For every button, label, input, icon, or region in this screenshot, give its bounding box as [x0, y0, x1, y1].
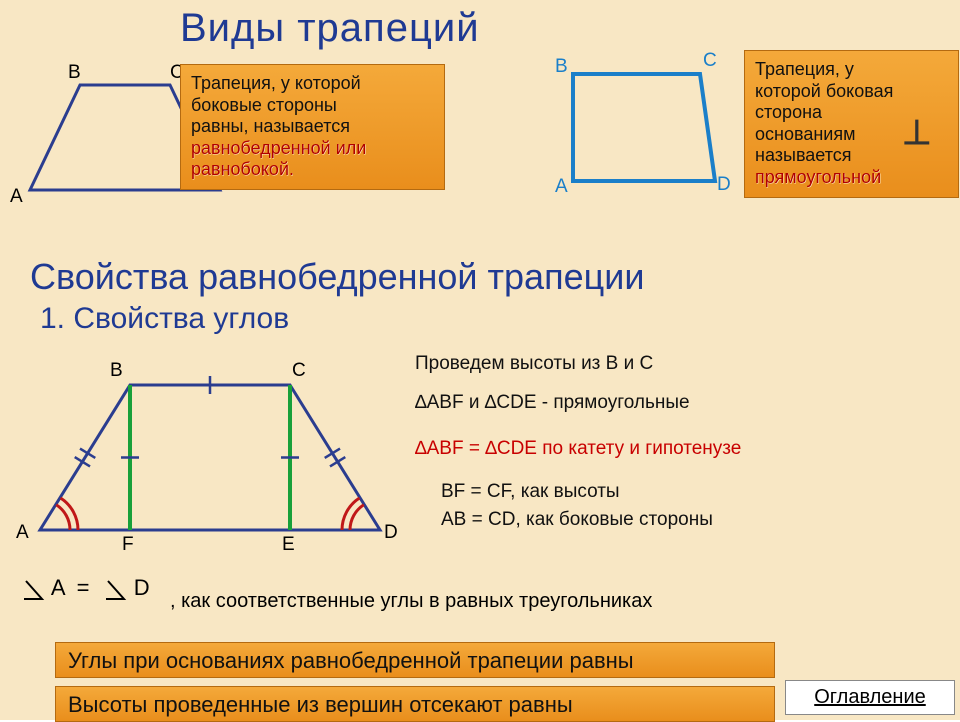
proof-line-5: AB = CD, как боковые стороны: [441, 506, 741, 535]
label-A2: A: [555, 176, 568, 198]
label-B2: B: [555, 56, 568, 78]
proof-line-2: ∆ABF и ∆CDE - прямоугольные: [415, 389, 741, 418]
figure-proof-trapezoid: A B C D F E: [10, 350, 420, 560]
label-A: A: [10, 186, 23, 208]
box-right-line2: которой боковая: [755, 81, 893, 101]
angle-equality-statement: A = D: [20, 575, 150, 603]
proof-text-block: Проведем высоты из В и С ∆ABF и ∆CDE - п…: [415, 350, 741, 535]
pf-A: A: [16, 522, 29, 544]
section-title: Свойства равнобедренной трапеции: [30, 256, 644, 298]
box-right-line1: Трапеция, у: [755, 59, 854, 79]
label-C2: C: [703, 50, 717, 72]
conclusion-box-1: Углы при основаниях равнобедренной трапе…: [55, 642, 775, 678]
proof-svg: [10, 350, 420, 565]
pf-F: F: [122, 534, 134, 556]
toc-button[interactable]: Оглавление: [785, 680, 955, 715]
right-svg: [555, 56, 735, 196]
angle-right: D: [134, 575, 150, 600]
label-D2: D: [717, 174, 731, 196]
box-isosceles-description: Трапеция, у которой боковые стороны равн…: [180, 64, 445, 190]
toc-label: Оглавление: [814, 686, 926, 708]
box-right-highlight: прямоугольной: [755, 167, 881, 187]
perpendicular-symbol-icon: ⊥: [902, 113, 932, 153]
angle-icon: [102, 577, 128, 603]
proof-line-3: ∆ABF = ∆CDE по катету и гипотенузе: [415, 435, 741, 464]
pf-D: D: [384, 522, 398, 544]
figure-right-trapezoid: A B C D: [555, 56, 735, 191]
conclusion-1-text: Углы при основаниях равнобедренной трапе…: [68, 648, 634, 673]
angle-corresponding-text: , как соответственные углы в равных треу…: [170, 590, 652, 613]
pf-B: B: [110, 360, 123, 382]
label-B: B: [68, 62, 81, 84]
box-right-line5: называется: [755, 145, 852, 165]
box-right-line4: основаниям: [755, 124, 855, 144]
conclusion-2-text: Высоты проведенные из вершин отсекают ра…: [68, 692, 573, 717]
box-right-line3: сторона: [755, 102, 822, 122]
box-isos-line1: Трапеция, у которой: [191, 73, 361, 93]
conclusion-box-2: Высоты проведенные из вершин отсекают ра…: [55, 686, 775, 722]
pf-C: C: [292, 360, 306, 382]
subsection-title: 1. Свойства углов: [40, 302, 289, 336]
box-isos-line3: равны, называется: [191, 116, 350, 136]
pf-E: E: [282, 534, 295, 556]
page-title: Виды трапеций: [180, 6, 480, 51]
box-isos-line2: боковые стороны: [191, 95, 337, 115]
box-isos-highlight: равнобедренной или равнобокой.: [191, 138, 366, 180]
angle-left: A: [51, 575, 64, 600]
angle-icon: [20, 577, 46, 603]
proof-line-1: Проведем высоты из В и С: [415, 350, 741, 379]
proof-line-4: BF = CF, как высоты: [441, 478, 741, 507]
